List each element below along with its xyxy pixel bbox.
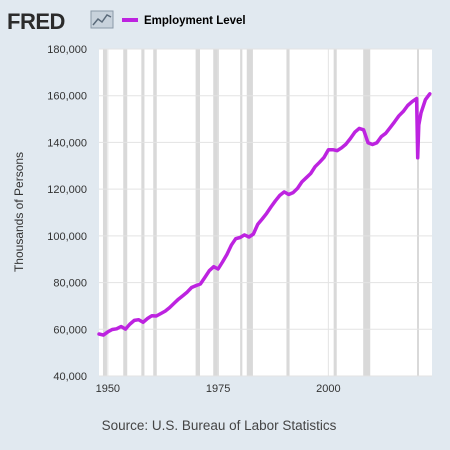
- recession-band: [123, 49, 128, 376]
- y-tick-label: 80,000: [53, 278, 87, 290]
- x-tick-label: 1950: [96, 383, 120, 395]
- series-layer: [97, 92, 432, 337]
- recession-band: [141, 49, 145, 376]
- y-tick-label: 180,000: [47, 44, 87, 56]
- source-note: Source: U.S. Bureau of Labor Statistics: [102, 418, 337, 433]
- recession-band: [153, 49, 157, 376]
- y-tick-label: 40,000: [53, 371, 87, 383]
- y-axis-label: Thousands of Persons: [12, 152, 26, 272]
- y-tick-label: 120,000: [47, 184, 87, 196]
- y-tick-label: 100,000: [47, 231, 87, 243]
- recession-band: [213, 49, 219, 376]
- recession-band: [246, 49, 253, 376]
- x-tick-label: 1975: [206, 383, 230, 395]
- recession-band: [102, 49, 107, 376]
- legend-label: Employment Level: [144, 15, 246, 27]
- fred-chart-icon: [90, 10, 114, 29]
- y-axis-ticks: 40,000 60,000 80,000 100,000 120,000 140,000 1…: [47, 44, 87, 383]
- recession-band: [417, 49, 420, 376]
- x-tick-label: 2000: [316, 383, 340, 395]
- recession-band: [240, 49, 243, 376]
- series-line: [97, 92, 432, 337]
- y-tick-label: 160,000: [47, 91, 87, 103]
- recession-band: [333, 49, 337, 376]
- recession-shading: [102, 49, 420, 376]
- x-axis-ticks: 1950 1975 2000: [96, 383, 341, 395]
- y-tick-label: 60,000: [53, 324, 87, 336]
- recession-band: [195, 49, 201, 376]
- recession-band: [286, 49, 290, 376]
- fred-logo: FRED: [7, 9, 65, 34]
- recession-band: [363, 49, 371, 376]
- y-tick-label: 140,000: [47, 137, 87, 149]
